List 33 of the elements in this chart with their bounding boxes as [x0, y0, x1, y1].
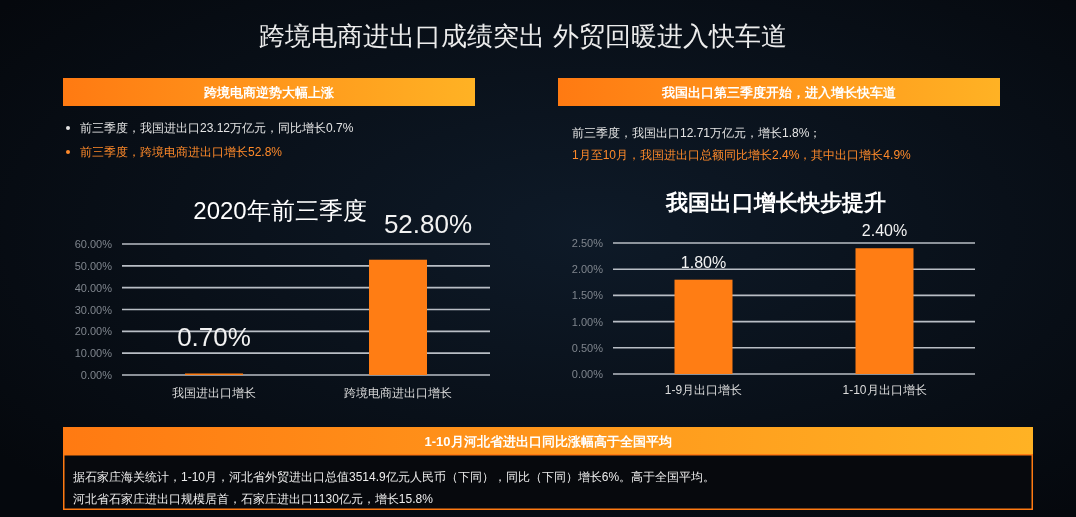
x-tick-label: 我国进出口增长 — [172, 386, 256, 400]
y-tick-label: 10.00% — [74, 347, 113, 360]
text: 前三季度，我国出口12.71万亿元，增长1.8%； — [572, 126, 822, 140]
text: 1月至10月，我国进出口总额同比增长2.4%，其中出口增长4.9% — [572, 148, 912, 162]
text: 1-10月河北省进出口同比涨幅高于全国平均 — [424, 433, 672, 449]
x-tick-label: 1-10月出口增长 — [842, 383, 927, 397]
text: 前三季度，跨境电商进出口增长52.8% — [80, 145, 283, 159]
y-tick-label: 0.00% — [571, 368, 604, 380]
y-tick-label: 1.00% — [571, 315, 604, 328]
text: 前三季度，我国进出口23.12万亿元，同比增长0.7% — [80, 121, 354, 135]
y-tick-label: 0.50% — [571, 341, 604, 354]
data-label: 2.40% — [861, 222, 908, 240]
chart-title: 我国出口增长快步提升 — [665, 190, 886, 215]
y-tick-label: 20.00% — [74, 325, 113, 338]
y-tick-label: 2.50% — [571, 237, 604, 249]
y-tick-label: 2.00% — [571, 263, 604, 276]
y-tick-label: 60.00% — [74, 238, 113, 250]
chart-title: 2020年前三季度 — [193, 197, 367, 224]
y-tick-label: 0.00% — [80, 369, 113, 381]
y-tick-label: 50.00% — [74, 259, 113, 272]
text: 跨境电商逆势大幅上涨 — [203, 85, 335, 100]
x-tick-label: 1-9月出口增长 — [664, 383, 743, 397]
text: 跨境电商进出口成绩突出 外贸回暖进入快车道 — [259, 21, 787, 51]
text: 我国出口第三季度开始，进入增长快车道 — [661, 85, 897, 100]
y-tick-label: 40.00% — [74, 281, 113, 294]
data-label: 52.80% — [383, 208, 473, 239]
data-label: 0.70% — [177, 322, 251, 353]
text: 河北省石家庄进出口规模居首，石家庄进出口1130亿元，增长15.8% — [73, 492, 434, 506]
y-tick-label: 30.00% — [74, 303, 113, 316]
text: 据石家庄海关统计，1-10月，河北省外贸进出口总值3514.9亿元人民币（下同），同比（下同）增长6%。高于全国平均。 — [73, 470, 716, 484]
y-tick-label: 1.50% — [571, 289, 604, 302]
x-tick-label: 跨境电商进出口增长 — [344, 386, 452, 400]
data-label: 1.80% — [680, 253, 727, 271]
